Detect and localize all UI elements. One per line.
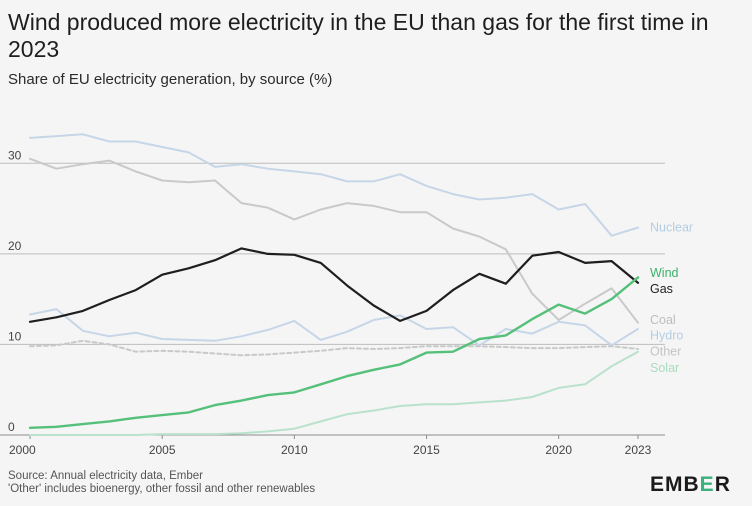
series-lines [28, 133, 640, 436]
series-line-hydro [29, 308, 639, 347]
series-line-other [29, 339, 639, 357]
x-tick-label: 2010 [281, 443, 308, 457]
series-label-solar: Solar [650, 361, 679, 375]
series-label-hydro: Hydro [650, 328, 683, 342]
other-note: 'Other' includes bioenergy, other fossil… [8, 483, 316, 495]
series-line-wind [28, 276, 640, 429]
series-label-wind: Wind [650, 266, 679, 280]
series-line-nuclear [29, 133, 639, 237]
series-line-solar [29, 350, 639, 436]
logo-text-end: R [714, 473, 731, 496]
x-tick-label: 2005 [149, 443, 176, 457]
ember-logo: EMBER [650, 473, 731, 497]
series-line-gas [28, 247, 640, 323]
gridlines [0, 162, 665, 436]
y-tick-label: 0 [8, 420, 15, 434]
logo-text-e: E [699, 473, 715, 496]
series-label-nuclear: Nuclear [650, 221, 693, 235]
y-axis-ticks: 0 10 20 30 [8, 148, 22, 434]
x-tick-label: 2015 [413, 443, 440, 457]
series-label-gas: Gas [650, 282, 673, 296]
y-tick-label: 10 [8, 329, 22, 343]
x-axis-ticks: 2000 2005 2010 2015 2020 2023 [9, 435, 652, 457]
series-line-coal [29, 157, 639, 324]
logo-text-start: EMB [650, 473, 700, 496]
y-tick-label: 20 [8, 239, 22, 253]
y-tick-label: 30 [8, 148, 22, 162]
chart-subtitle: Share of EU electricity generation, by s… [8, 71, 333, 88]
chart-title: Wind produced more electricity in the EU… [8, 9, 709, 62]
series-label-coal: Coal [650, 313, 676, 327]
x-tick-label: 2023 [625, 443, 652, 457]
footer: Source: Annual electricity data, Ember '… [8, 470, 315, 496]
source-note: Source: Annual electricity data, Ember [8, 470, 203, 482]
x-tick-label: 2020 [545, 443, 572, 457]
series-label-other: Other [650, 345, 681, 359]
x-tick-label: 2000 [9, 443, 36, 457]
